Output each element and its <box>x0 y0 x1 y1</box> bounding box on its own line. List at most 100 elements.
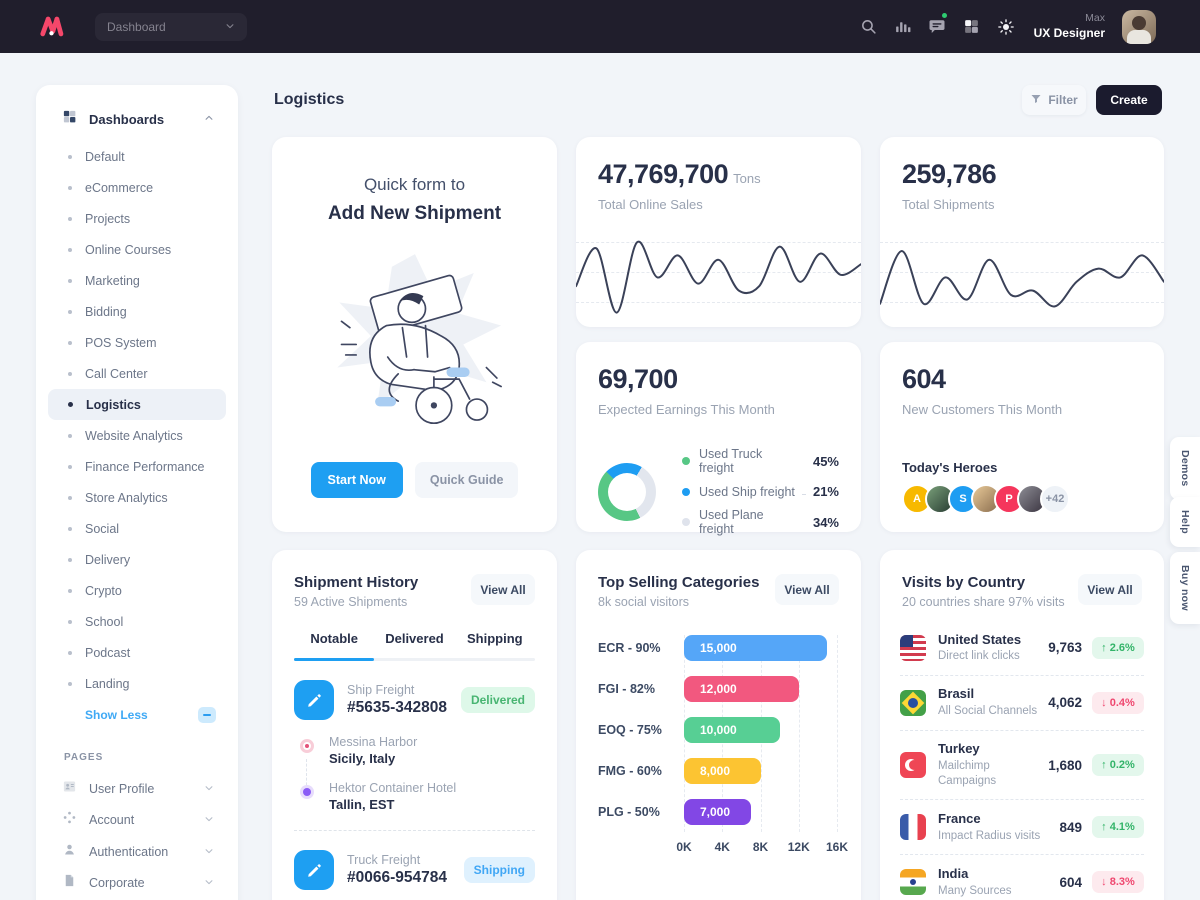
trend-badge: ↓ 0.4% <box>1092 691 1144 714</box>
demos-tab[interactable]: Demos <box>1170 437 1200 500</box>
brand-logo-icon[interactable] <box>38 13 65 40</box>
shipment-stops: Messina Harbor Sicily, Italy Hektor Cont… <box>300 735 535 812</box>
legend-label: Used Truck freight <box>699 447 763 475</box>
sidebar-item-corporate[interactable]: Corporate <box>44 868 230 900</box>
stat-label: Total Online Sales <box>598 197 703 212</box>
divider <box>294 830 535 831</box>
chat-icon[interactable] <box>928 12 947 36</box>
shipment-entry[interactable]: Truck Freight #0066-954784 Shipping <box>294 850 535 890</box>
view-all-button[interactable]: View All <box>775 574 839 605</box>
filter-button[interactable]: Filter <box>1022 85 1086 115</box>
view-all-button[interactable]: View All <box>1078 574 1142 605</box>
x-axis-tick: 0K <box>676 840 692 854</box>
bullet-icon <box>68 216 72 221</box>
avatar[interactable]: +42 <box>1040 484 1070 514</box>
start-now-button[interactable]: Start Now <box>310 462 403 498</box>
sidebar-item[interactable]: Crypto <box>48 575 226 606</box>
tab-notable[interactable]: Notable <box>310 631 358 646</box>
country-flag-icon <box>900 752 926 779</box>
sidebar-item[interactable]: Marketing <box>48 265 226 296</box>
analytics-icon[interactable] <box>894 18 911 35</box>
country-row[interactable]: Brasil All Social Channels 4,062 ↓ 0.4% <box>900 674 1144 730</box>
sidebar-item[interactable]: Social <box>48 513 226 544</box>
new-customers-card: 604 New Customers This Month Today's Her… <box>880 342 1164 532</box>
sidebar-item-account[interactable]: Account <box>44 805 230 837</box>
stat-label: Expected Earnings This Month <box>598 402 775 417</box>
sidebar-item-authentication[interactable]: Authentication <box>44 836 230 868</box>
apps-grid-icon[interactable] <box>963 18 980 35</box>
tab-shipping[interactable]: Shipping <box>467 631 523 646</box>
country-visits-value: 9,763 <box>1048 640 1082 656</box>
sidebar-item[interactable]: Default <box>48 141 226 172</box>
view-all-button[interactable]: View All <box>471 574 535 605</box>
sidebar-section-dashboards[interactable]: Dashboards <box>44 109 230 129</box>
pages-section-label: PAGES <box>64 752 104 763</box>
quick-form-intro: Quick form to <box>363 175 466 194</box>
bar-category-label: PLG - 50% <box>598 805 660 819</box>
country-name: Turkey <box>938 741 980 757</box>
sidebar-item-label: Delivery <box>85 552 131 567</box>
sidebar-item-user-profile[interactable]: User Profile <box>44 773 230 805</box>
stat-value: 604 <box>902 364 946 394</box>
chevron-down-icon <box>204 843 214 861</box>
country-row[interactable]: United States Direct link clicks 9,763 ↑… <box>900 621 1144 675</box>
bar-row: FGI - 82% 12,000 <box>598 676 839 702</box>
bullet-icon <box>68 247 72 252</box>
tab-delivered[interactable]: Delivered <box>385 631 444 646</box>
dashboard-select[interactable]: Dashboard <box>95 13 247 41</box>
bar[interactable]: 8,000 <box>684 758 761 784</box>
sidebar-item[interactable]: Finance Performance <box>48 451 226 482</box>
stop-row: Hektor Container Hotel Tallin, EST <box>300 781 535 812</box>
user-avatar[interactable] <box>1122 9 1156 44</box>
sidebar-item[interactable]: Call Center <box>48 358 226 389</box>
sidebar-item[interactable]: Bidding <box>48 296 226 327</box>
show-less-link[interactable]: Show Less <box>48 699 226 730</box>
sidebar-item[interactable]: Projects <box>48 203 226 234</box>
sidebar-item[interactable]: Website Analytics <box>48 420 226 451</box>
sidebar-item-label: Projects <box>85 211 131 226</box>
country-row[interactable]: India Many Sources 604 ↓ 8.3% <box>900 854 1144 900</box>
bar-value-label: 15,000 <box>700 641 737 655</box>
theme-sun-icon[interactable] <box>997 18 1015 36</box>
sidebar-item[interactable]: Landing <box>48 668 226 699</box>
shipment-entry[interactable]: Ship Freight #5635-342808 Delivered <box>294 680 535 720</box>
total-shipments-card: 259,786 Total Shipments <box>880 137 1164 327</box>
bar[interactable]: 12,000 <box>684 676 799 702</box>
country-source: Direct link clicks <box>938 650 1020 663</box>
sidebar-item[interactable]: School <box>48 606 226 637</box>
card-header: Visits by Country 20 countries share 97%… <box>900 574 1144 609</box>
trend-badge: ↑ 4.1% <box>1092 816 1144 839</box>
sidebar-item[interactable]: Delivery <box>48 544 226 575</box>
sidebar-item[interactable]: Store Analytics <box>48 482 226 513</box>
sidebar-item[interactable]: POS System <box>48 327 226 358</box>
bar[interactable]: 7,000 <box>684 799 751 825</box>
search-icon[interactable] <box>860 18 877 35</box>
bar[interactable]: 10,000 <box>684 717 780 743</box>
bullet-icon <box>68 526 72 531</box>
start-now-label: Start Now <box>327 473 386 487</box>
sidebar-item[interactable]: Logistics <box>48 389 226 420</box>
country-visits-value: 849 <box>1059 819 1082 835</box>
sidebar-item-label: Landing <box>85 676 130 691</box>
sidebar-item-label: Social <box>85 521 120 536</box>
status-badge: Shipping <box>463 857 535 883</box>
bar-category-label: FMG - 60% <box>598 764 662 778</box>
bar-track: 15,000 <box>684 635 837 661</box>
minus-icon[interactable] <box>198 706 216 723</box>
create-button[interactable]: Create <box>1096 85 1162 115</box>
buy-now-tab[interactable]: Buy now <box>1170 552 1200 624</box>
quick-form-buttons: Start Now Quick Guide <box>272 462 557 498</box>
header-actions: Filter Create <box>1022 85 1162 115</box>
top-selling-bar-chart: ECR - 90% 15,000 FGI - 82% 12,000 EOQ - 75% 1… <box>598 635 848 856</box>
sidebar-item[interactable]: Podcast <box>48 637 226 668</box>
country-row[interactable]: France Impact Radius visits 849 ↑ 4.1% <box>900 799 1144 854</box>
country-source: Many Sources <box>938 884 1012 897</box>
country-row[interactable]: Turkey Mailchimp Campaigns 1,680 ↑ 0.2% <box>900 729 1144 800</box>
sidebar-item[interactable]: Online Courses <box>48 234 226 265</box>
sidebar-item[interactable]: eCommerce <box>48 172 226 203</box>
quick-guide-button[interactable]: Quick Guide <box>414 462 519 498</box>
stat-label: Total Shipments <box>902 197 995 212</box>
help-tab[interactable]: Help <box>1170 497 1200 547</box>
chevron-down-icon <box>225 20 235 34</box>
bar[interactable]: 15,000 <box>684 635 828 661</box>
